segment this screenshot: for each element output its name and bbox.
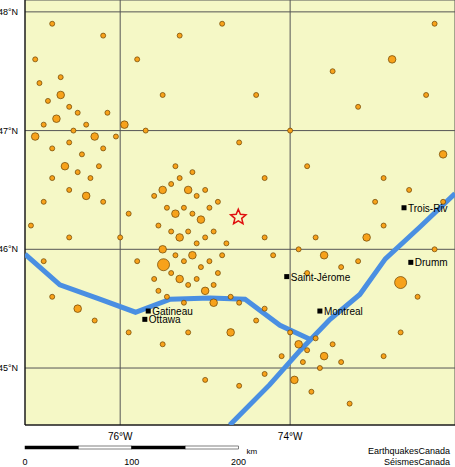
svg-text:Montreal: Montreal [324, 306, 363, 317]
svg-text:Saint-Jérome: Saint-Jérome [291, 272, 351, 283]
svg-text:0: 0 [22, 457, 27, 467]
svg-text:100: 100 [124, 457, 139, 467]
svg-text:Drumm: Drumm [415, 257, 447, 268]
svg-text:EarthquakesCanada: EarthquakesCanada [368, 446, 447, 456]
svg-text:74°W: 74°W [278, 431, 303, 442]
svg-text:76°W: 76°W [108, 431, 133, 442]
svg-text:Trois-Riv: Trois-Riv [408, 203, 447, 214]
svg-text:Gatineau: Gatineau [152, 306, 193, 317]
svg-text:km: km [247, 447, 258, 456]
svg-text:46°N: 46°N [8, 244, 18, 254]
svg-text:SéismesCanada: SéismesCanada [384, 457, 447, 467]
svg-text:47°N: 47°N [8, 126, 18, 136]
svg-text:Ottawa: Ottawa [149, 314, 181, 325]
svg-text:200: 200 [231, 457, 246, 467]
svg-text:45°N: 45°N [8, 363, 18, 373]
svg-text:48°N: 48°N [8, 7, 18, 17]
